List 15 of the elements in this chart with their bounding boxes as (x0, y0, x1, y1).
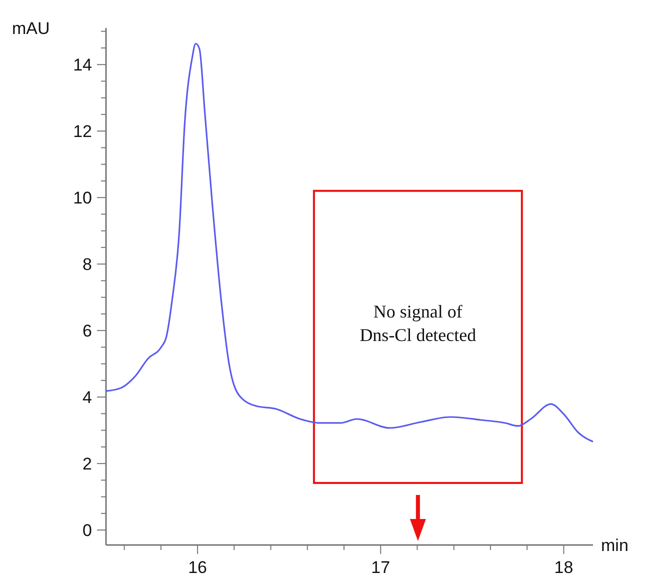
y-tick-label: 6 (82, 322, 92, 341)
y-tick-label: 10 (73, 188, 92, 208)
x-axis-title: min (601, 536, 628, 555)
line-series (105, 42, 594, 442)
y-axis-title: mAU (12, 19, 50, 38)
y-tick-label: 4 (82, 388, 92, 407)
annotation: No signal of Dns-Cl detected (360, 302, 476, 345)
y-tick-label: 8 (82, 255, 92, 274)
x-tick-label: 18 (554, 558, 574, 577)
x-tick-label: 17 (371, 558, 390, 577)
x-tick-label: 16 (188, 558, 207, 577)
y-tick-label: 14 (73, 56, 92, 75)
y-tick-label: 2 (82, 454, 92, 474)
y-tick-label: 0 (82, 520, 92, 540)
y-tick-label: 12 (73, 122, 92, 142)
